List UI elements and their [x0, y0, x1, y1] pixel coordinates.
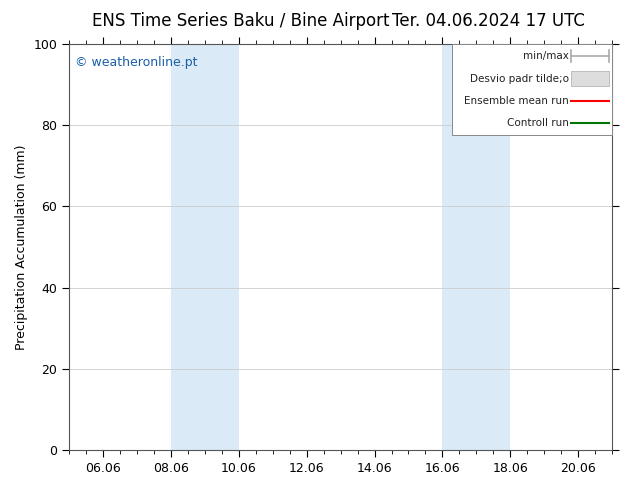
Text: min/max: min/max — [523, 51, 569, 61]
Text: Ensemble mean run: Ensemble mean run — [464, 96, 569, 106]
FancyBboxPatch shape — [452, 44, 612, 135]
Text: © weatheronline.pt: © weatheronline.pt — [75, 56, 197, 69]
Text: Controll run: Controll run — [507, 118, 569, 128]
Bar — [443, 44, 510, 450]
FancyBboxPatch shape — [571, 71, 609, 86]
Text: min/max: min/max — [523, 51, 569, 61]
Text: Desvio padr tilde;o: Desvio padr tilde;o — [470, 74, 569, 83]
Text: Ensemble mean run: Ensemble mean run — [464, 96, 569, 106]
FancyBboxPatch shape — [571, 71, 609, 86]
Text: Desvio padr tilde;o: Desvio padr tilde;o — [470, 74, 569, 83]
Bar — [171, 44, 239, 450]
Text: ENS Time Series Baku / Bine Airport: ENS Time Series Baku / Bine Airport — [92, 12, 390, 30]
Y-axis label: Precipitation Accumulation (mm): Precipitation Accumulation (mm) — [15, 145, 28, 350]
Text: Controll run: Controll run — [507, 118, 569, 128]
Text: Ter. 04.06.2024 17 UTC: Ter. 04.06.2024 17 UTC — [392, 12, 585, 30]
